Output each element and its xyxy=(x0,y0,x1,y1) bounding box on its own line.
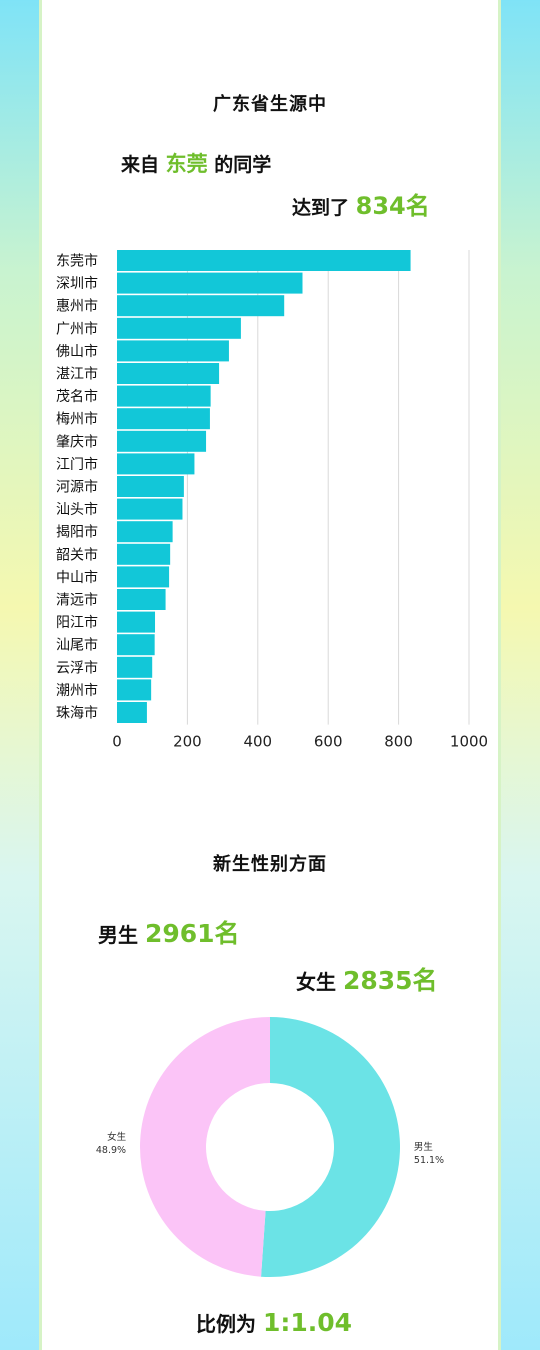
x-tick-label: 0 xyxy=(112,733,122,751)
dongguan-line-pre: 来自 xyxy=(121,154,160,176)
bar xyxy=(117,611,156,633)
city-label: 揭阳市 xyxy=(56,524,98,541)
bar xyxy=(117,453,195,475)
x-tick-label: 800 xyxy=(384,733,413,751)
city-label: 深圳市 xyxy=(56,275,98,292)
city-label: 韶关市 xyxy=(56,546,98,563)
bar xyxy=(117,408,210,430)
bar xyxy=(117,566,170,588)
x-tick-label: 400 xyxy=(243,733,272,751)
city-label: 惠州市 xyxy=(56,298,98,315)
city-label: 肇庆市 xyxy=(56,433,98,450)
count-line: 达到了 834名 xyxy=(292,186,430,221)
female-line: 女生 2835名 xyxy=(296,961,438,997)
donut-slice xyxy=(140,1017,270,1277)
gender-donut-chart: 男生 51.1% 女生 48.9% xyxy=(96,1017,444,1277)
slice-percent: 48.9% xyxy=(96,1145,126,1156)
bar xyxy=(117,498,183,520)
ratio-value: 1:1.04 xyxy=(262,1308,353,1337)
city-label: 汕尾市 xyxy=(56,637,98,654)
male-count: 2961名 xyxy=(144,919,240,948)
bar xyxy=(117,295,285,317)
bar xyxy=(117,634,155,656)
count-highlight: 834名 xyxy=(355,192,430,220)
slice-label: 女生 xyxy=(107,1131,127,1143)
city-label: 河源市 xyxy=(56,479,98,496)
city-label: 珠海市 xyxy=(56,705,98,722)
bar xyxy=(117,272,303,294)
city-label: 湛江市 xyxy=(56,366,98,383)
count-line-pre: 达到了 xyxy=(292,197,350,219)
x-tick-label: 200 xyxy=(173,733,202,751)
city-label: 梅州市 xyxy=(56,411,98,428)
city-label: 东莞市 xyxy=(56,253,98,270)
city-label: 中山市 xyxy=(56,569,98,586)
city-label: 潮州市 xyxy=(56,682,98,699)
bar xyxy=(117,430,207,452)
dongguan-line: 来自 东莞 的同学 xyxy=(121,148,271,178)
city-label: 广州市 xyxy=(56,320,98,337)
city-label: 云浮市 xyxy=(56,659,98,676)
dongguan-line-post: 的同学 xyxy=(214,154,272,176)
city-bar-chart: 0 200 400 600 800 1000 东莞市深圳市惠州市广州市佛山市湛江市茂名市梅州… xyxy=(56,250,488,751)
bar xyxy=(117,702,147,723)
city-label: 茂名市 xyxy=(56,388,98,405)
bar xyxy=(117,250,411,271)
slice-label: 男生 xyxy=(414,1141,434,1153)
city-label: 佛山市 xyxy=(56,343,98,360)
female-count: 2835名 xyxy=(342,966,438,995)
bar xyxy=(117,317,241,339)
city-label: 汕头市 xyxy=(56,501,98,518)
dongguan-highlight: 东莞 xyxy=(165,152,208,176)
bar xyxy=(117,340,229,362)
bar xyxy=(117,543,171,565)
bar xyxy=(117,589,166,610)
slice-percent: 51.1% xyxy=(414,1155,444,1166)
bar xyxy=(117,521,173,543)
x-tick-label: 1000 xyxy=(450,733,488,751)
city-label: 清远市 xyxy=(56,592,98,609)
female-label: 女生 xyxy=(296,970,336,994)
donut-slice xyxy=(261,1017,401,1277)
x-tick-label: 600 xyxy=(314,733,343,751)
bar xyxy=(117,385,211,407)
city-label: 江门市 xyxy=(56,456,98,473)
bar xyxy=(117,679,152,701)
bar xyxy=(117,656,153,678)
city-label: 阳江市 xyxy=(56,614,98,631)
bar xyxy=(117,363,220,384)
section2-title: 新生性别方面 xyxy=(213,854,327,875)
ratio-line: 比例为 1:1.04 xyxy=(196,1308,352,1337)
male-line: 男生 2961名 xyxy=(98,914,240,950)
ratio-label: 比例为 xyxy=(196,1312,256,1336)
male-label: 男生 xyxy=(98,923,138,947)
bar xyxy=(117,476,184,497)
section1-title: 广东省生源中 xyxy=(213,94,327,115)
